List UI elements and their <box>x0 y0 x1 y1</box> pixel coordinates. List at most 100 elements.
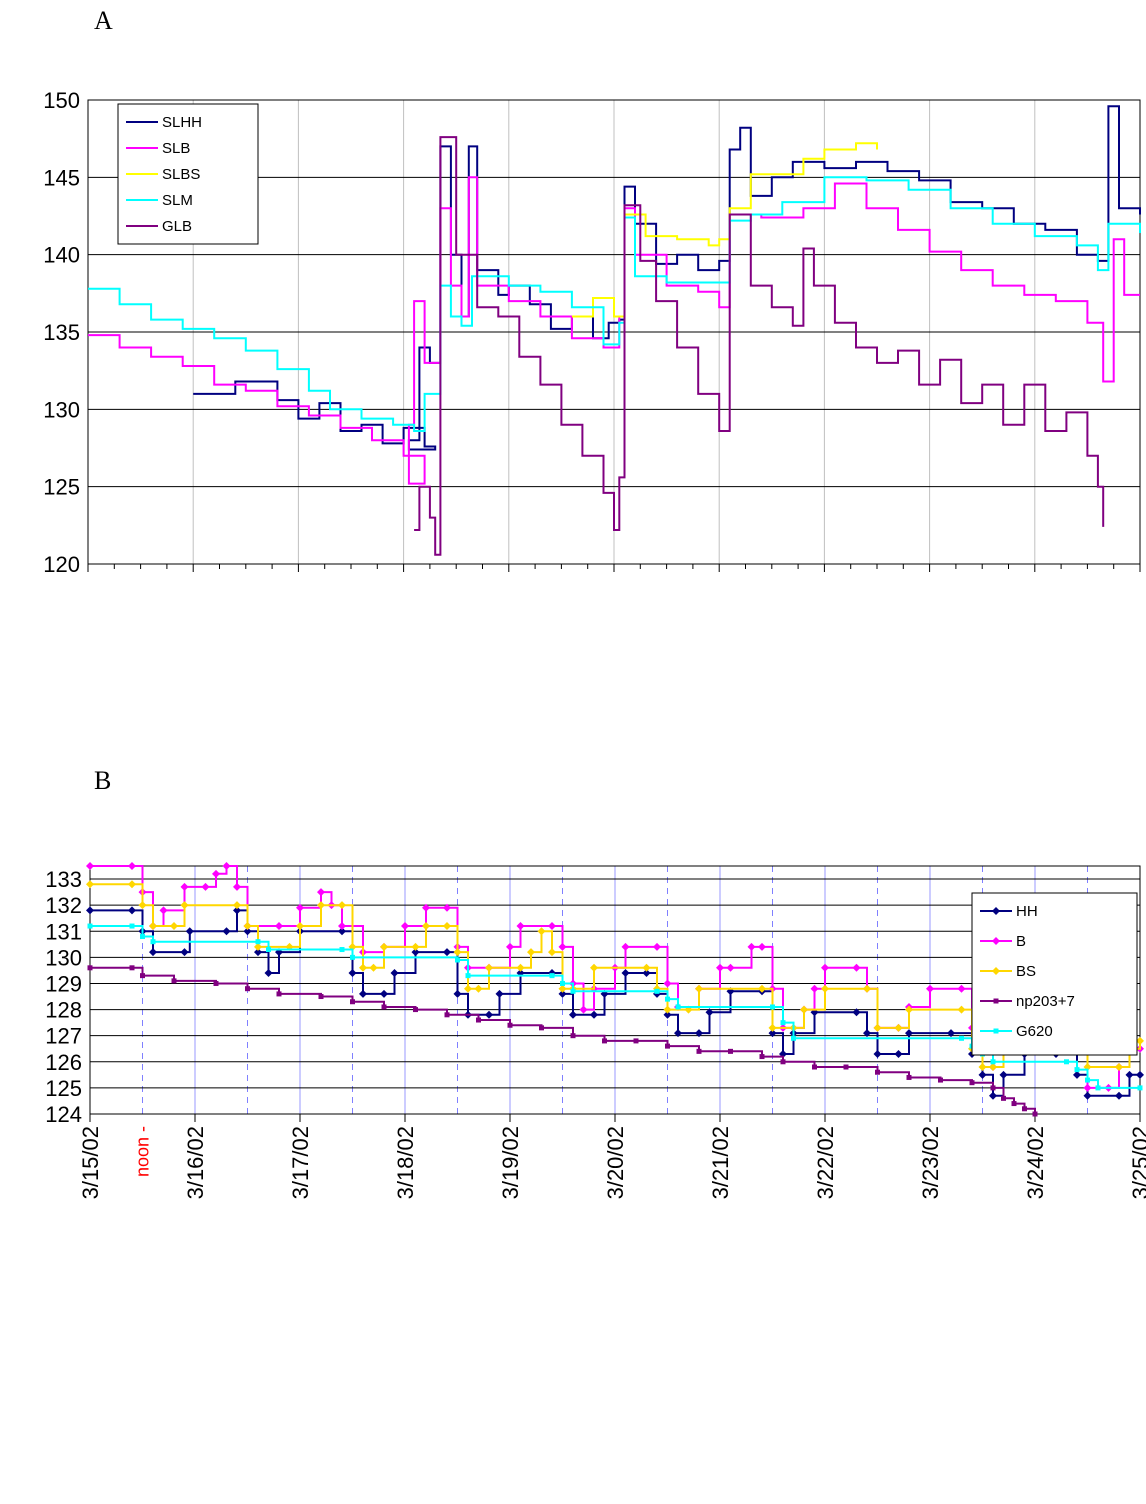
series-hh-marker <box>1125 1070 1134 1079</box>
series-hh-marker <box>674 1029 682 1038</box>
series-b-marker <box>548 922 556 931</box>
series-bs-line <box>90 883 1141 1068</box>
x-date-label: 3/16/02 <box>183 1126 208 1199</box>
series-np203-7-marker <box>938 1077 943 1083</box>
series-np203-7-marker <box>507 1022 513 1028</box>
series-bs-marker <box>695 984 703 993</box>
series-g620-marker <box>465 973 471 979</box>
series-bs-marker <box>411 942 420 951</box>
series-hh-marker <box>705 1008 714 1017</box>
series-bs-marker <box>170 922 178 931</box>
series-bs-marker <box>86 880 94 889</box>
series-np203-7-marker <box>318 994 324 1000</box>
series-bs-marker <box>873 1023 882 1032</box>
series-bs-marker <box>957 1005 966 1014</box>
series-hh-marker <box>642 969 651 978</box>
series-np203-7-marker <box>245 986 250 992</box>
series-hh-marker <box>180 948 189 957</box>
series-hh-marker <box>873 1049 882 1058</box>
series-np203-7-marker <box>1011 1101 1017 1107</box>
chart-a: 120 125 130 135 140 145 150 SLHH SLB SLBS SLM GLB <box>43 88 1141 577</box>
legend-g620-marker <box>993 1028 999 1034</box>
series-bs-marker <box>464 984 472 993</box>
series-g620-marker <box>1064 1059 1069 1065</box>
series-hh-marker <box>338 927 346 936</box>
series-b-marker <box>443 903 451 912</box>
legend-hh-label: HH <box>1016 903 1038 920</box>
noon-annotation: noon - <box>133 1126 153 1177</box>
series-np203-7-marker <box>350 999 355 1005</box>
series-hh-marker <box>894 1049 903 1058</box>
series-hh-marker <box>380 989 388 998</box>
series-np203-7-marker <box>570 1033 576 1039</box>
legend-glb-label: GLB <box>162 218 192 235</box>
series-hh-marker <box>569 1010 577 1019</box>
series-bs-marker <box>527 948 535 957</box>
series-hh-marker <box>264 969 273 978</box>
series-bs-marker <box>128 880 136 889</box>
series-hh-marker <box>243 927 252 936</box>
series-bs-marker <box>296 922 304 931</box>
series-bs-marker <box>642 963 651 972</box>
series-hh-marker <box>905 1029 913 1038</box>
x-date-label: 3/24/02 <box>1023 1126 1048 1199</box>
series-g620-marker <box>1085 1077 1090 1083</box>
legend-g620-label: G620 <box>1016 1023 1053 1040</box>
series-bs-marker <box>422 922 430 931</box>
series-hh-marker <box>359 989 367 998</box>
series-bs-marker <box>548 948 556 957</box>
legend-hh-marker <box>992 907 1000 915</box>
series-np203-7-marker <box>602 1038 607 1044</box>
y-tick-label: 125 <box>45 1076 82 1101</box>
series-bs-marker <box>369 963 378 972</box>
x-date-label: 3/22/02 <box>813 1126 838 1199</box>
x-date-label: 3/19/02 <box>498 1126 523 1199</box>
x-date-label: 3/20/02 <box>603 1126 628 1199</box>
series-hh-marker <box>590 1010 598 1019</box>
y-tick-label: 127 <box>45 1024 82 1049</box>
series-b-marker <box>821 963 829 972</box>
series-hh-marker <box>999 1070 1008 1079</box>
series-np203-7-marker <box>696 1048 702 1054</box>
series-bs-marker <box>590 963 598 972</box>
series-np203-7-marker <box>539 1025 544 1031</box>
series-hh-marker <box>558 989 567 998</box>
series-np203-7-marker <box>140 973 145 979</box>
legend-b-marker <box>992 937 1000 945</box>
series-hh-marker <box>128 906 136 915</box>
series-bs-marker <box>338 901 346 910</box>
series-bs-marker <box>758 984 766 993</box>
y-tick-label: 132 <box>45 893 82 918</box>
legend-slb-label: SLB <box>162 140 190 157</box>
y-tick-label: 124 <box>45 1102 82 1127</box>
series-hh-marker <box>443 948 451 957</box>
series-g620-marker <box>780 1020 786 1026</box>
series-bs-marker <box>474 984 483 993</box>
series-b-marker <box>201 882 210 891</box>
series-np203-7-marker <box>906 1074 912 1080</box>
series-b-marker <box>212 869 220 878</box>
series-np203-7-marker <box>444 1012 450 1018</box>
series-np203-7-marker <box>1032 1111 1038 1117</box>
series-g620-marker <box>959 1035 964 1041</box>
series-g620-marker <box>350 954 355 960</box>
series-b-marker <box>1083 1083 1092 1092</box>
series-bs-marker <box>978 1063 987 1072</box>
series-bs-marker <box>1115 1063 1123 1072</box>
series-b-marker <box>579 1005 588 1014</box>
series-b-marker <box>401 922 409 931</box>
series-g620-marker <box>1137 1085 1143 1091</box>
series-bs-marker <box>233 901 241 910</box>
series-g620-marker <box>140 933 145 939</box>
legend-slm-label: SLM <box>162 192 193 209</box>
x-date-label: 3/25/02 <box>1128 1126 1146 1199</box>
series-hh-marker <box>453 989 462 998</box>
series-bs-marker <box>768 1023 777 1032</box>
series-hh-marker <box>254 948 262 957</box>
x-date-label: 3/18/02 <box>393 1126 418 1199</box>
series-hh-marker <box>495 989 504 998</box>
series-g620-marker <box>87 923 93 929</box>
series-b-marker <box>159 906 168 915</box>
series-g620-marker <box>129 923 135 929</box>
